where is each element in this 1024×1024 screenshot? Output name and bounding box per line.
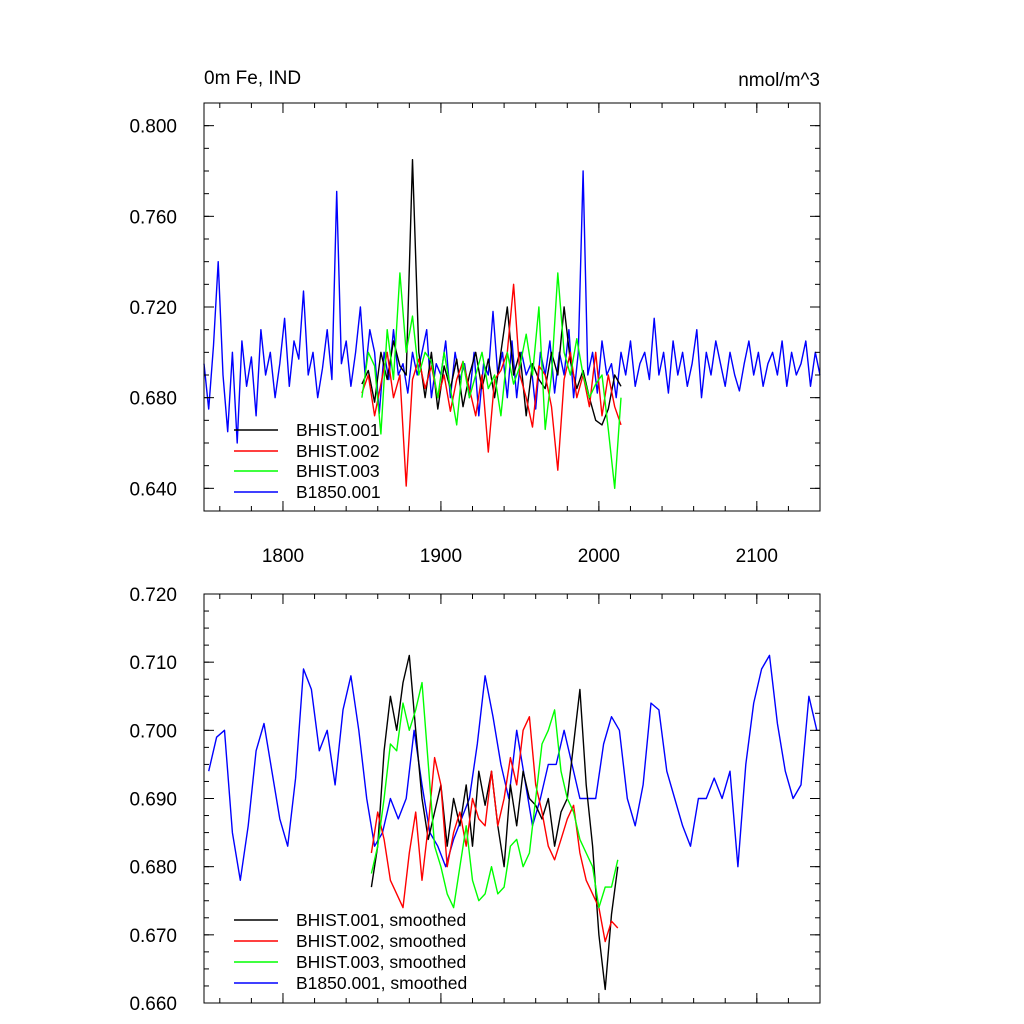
y-tick-label: 0.690 xyxy=(129,790,177,811)
legend-label-bhist-003-smoothed: BHIST.003, smoothed xyxy=(296,952,466,972)
chart-title-right: nmol/m^3 xyxy=(738,70,820,91)
legend-label-bhist-001-smoothed: BHIST.001, smoothed xyxy=(296,910,466,930)
series-line-bhist-003-smoothed xyxy=(370,681,619,909)
series-line-bhist-002-smoothed xyxy=(370,716,619,943)
legend-label-bhist-001: BHIST.001 xyxy=(296,420,380,440)
legend-label-bhist-002-smoothed: BHIST.002, smoothed xyxy=(296,931,466,951)
legend-label-b1850-001: B1850.001 xyxy=(296,482,381,502)
x-tick-label: 1900 xyxy=(420,546,462,567)
bottom-legend: BHIST.001, smoothed BHIST.002, smoothed … xyxy=(234,910,467,993)
series-line-bhist-003 xyxy=(361,272,622,489)
y-tick-label: 0.720 xyxy=(129,298,177,319)
top-tick-layer: 0.800 0.760 0.720 0.680 0.640 1800 1900 2000 210… xyxy=(129,102,821,567)
x-tick-label: 1800 xyxy=(262,546,304,567)
y-tick-label: 0.670 xyxy=(129,926,177,947)
top-series-layer xyxy=(203,158,821,489)
series-line-bhist-001 xyxy=(361,158,622,426)
top-legend: BHIST.001 BHIST.002 BHIST.003 B1850.001 xyxy=(234,420,381,502)
top-chart-panel: 0m Fe, IND nmol/m^3 0.800 0.760 0.720 0.680… xyxy=(129,68,821,567)
series-line-b1850-001 xyxy=(203,170,821,444)
bottom-plot-frame xyxy=(203,593,821,1004)
legend-label-bhist-002: BHIST.002 xyxy=(296,441,380,461)
series-line-b1850-001-smoothed xyxy=(208,654,818,881)
y-tick-label: 0.640 xyxy=(129,479,177,500)
series-line-bhist-002 xyxy=(361,283,622,487)
bottom-tick-layer: 0.720 0.710 0.700 0.690 0.680 0.670 0.660 xyxy=(129,585,821,1015)
y-tick-label: 0.680 xyxy=(129,858,177,879)
bottom-series-layer xyxy=(208,654,818,991)
y-tick-label: 0.760 xyxy=(129,207,177,228)
y-tick-label: 0.700 xyxy=(129,721,177,742)
x-tick-label: 2100 xyxy=(736,546,778,567)
y-tick-label: 0.710 xyxy=(129,653,177,674)
x-tick-label: 2000 xyxy=(578,546,620,567)
top-plot-frame xyxy=(203,102,821,512)
legend-label-b1850-001-smoothed: B1850.001, smoothed xyxy=(296,973,467,993)
bottom-chart-panel: 0.720 0.710 0.700 0.690 0.680 0.670 0.660 BHIS… xyxy=(129,585,821,1015)
y-tick-label: 0.720 xyxy=(129,585,177,606)
y-tick-label: 0.680 xyxy=(129,389,177,410)
y-tick-label: 0.660 xyxy=(129,994,177,1015)
y-tick-label: 0.800 xyxy=(129,117,177,138)
chart-title-left: 0m Fe, IND xyxy=(204,68,301,89)
legend-label-bhist-003: BHIST.003 xyxy=(296,461,380,481)
